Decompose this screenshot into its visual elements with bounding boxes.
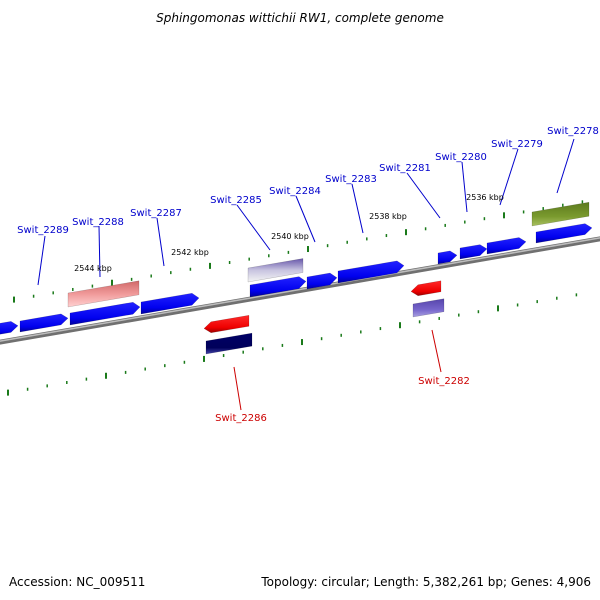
map-title: Sphingomonas wittichii RW1, complete gen…	[156, 11, 444, 25]
upper-tick-row	[13, 200, 584, 303]
gene-arrow-swit-2288[interactable]	[69, 301, 141, 326]
gene-label-swit-2287[interactable]: Swit_2287	[130, 208, 182, 219]
gene-arrow-swit-2290[interactable]	[0, 321, 19, 336]
gene-label-swit-2288[interactable]: Swit_2288	[72, 217, 124, 228]
gene-label-swit-2283[interactable]: Swit_2283	[325, 174, 377, 185]
kbp-label-2536: 2536 kbp	[466, 193, 504, 202]
gene-arrow-swit-2284[interactable]	[306, 272, 338, 290]
gene-arrow-swit-2285[interactable]	[249, 276, 307, 298]
kbp-label-2542: 2542 kbp	[171, 248, 209, 257]
kbp-label-2538: 2538 kbp	[369, 212, 407, 221]
forward-leaders	[37, 138, 575, 286]
gene-label-swit-2278[interactable]: Swit_2278	[547, 126, 599, 137]
gene-features	[0, 201, 593, 355]
lower-tick-row	[7, 293, 578, 396]
feature-grey[interactable]	[247, 258, 304, 283]
feature-navy[interactable]	[205, 332, 253, 355]
gene-arrow-swit-2287[interactable]	[140, 292, 200, 315]
feature-pink[interactable]	[67, 280, 140, 308]
gene-label-swit-2280[interactable]: Swit_2280	[435, 152, 487, 163]
gene-arrow-swit-2289[interactable]	[19, 313, 69, 333]
kbp-label-2540: 2540 kbp	[271, 232, 309, 241]
kbp-label-2544: 2544 kbp	[74, 264, 112, 273]
gene-label-swit-2281[interactable]: Swit_2281	[379, 163, 431, 174]
gene-label-swit-2279[interactable]: Swit_2279	[491, 139, 543, 150]
gene-label-swit-2289[interactable]: Swit_2289	[17, 225, 69, 236]
accession-text: Accession: NC_009511	[9, 575, 145, 589]
gene-arrow-swit-2280[interactable]	[459, 244, 488, 260]
topology-text: Topology: circular; Length: 5,382,261 bp…	[260, 575, 591, 589]
feature-purple[interactable]	[412, 298, 445, 318]
genome-backbone-highlight	[0, 237, 600, 342]
genome-backbone	[0, 236, 600, 345]
gene-arrow-swit-2281[interactable]	[437, 250, 458, 265]
gene-arrow-swit-2283[interactable]	[337, 260, 405, 284]
reverse-leaders	[233, 329, 442, 411]
gene-label-swit-2282[interactable]: Swit_2282	[418, 376, 470, 387]
gene-arrow-swit-2279[interactable]	[486, 237, 527, 255]
gene-label-swit-2285[interactable]: Swit_2285	[210, 195, 262, 206]
gene-arrow-swit-2278[interactable]	[535, 223, 593, 244]
gene-label-swit-2286[interactable]: Swit_2286	[215, 413, 267, 424]
gene-label-swit-2284[interactable]: Swit_2284	[269, 186, 321, 197]
gene-arrow-swit-2286[interactable]	[203, 315, 250, 334]
gene-arrow-swit-2282[interactable]	[410, 280, 442, 297]
feature-olive[interactable]	[531, 201, 590, 227]
